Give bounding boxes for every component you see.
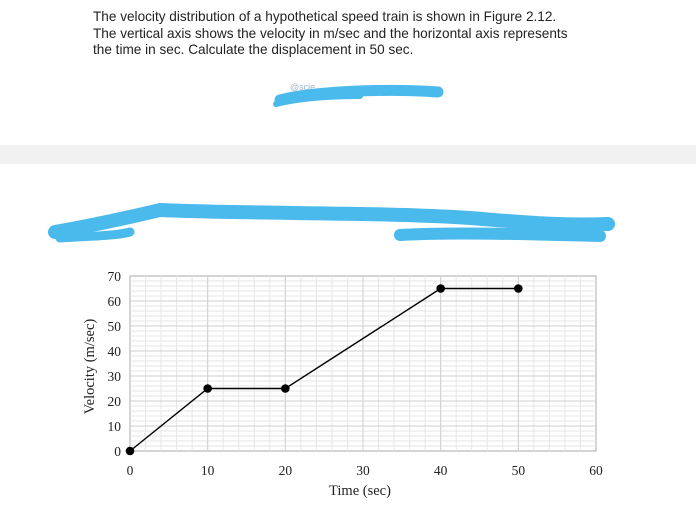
x-tick-label: 40: [434, 463, 448, 478]
separator-band: [0, 145, 696, 164]
y-tick-label: 30: [108, 369, 122, 384]
x-tick-label: 30: [356, 463, 370, 478]
redaction-mark-bottom: ics: [48, 202, 615, 243]
y-tick-label: 60: [108, 294, 122, 309]
data-point: [281, 384, 290, 393]
y-axis-label: Velocity (m/sec): [82, 319, 98, 415]
x-tick-label: 0: [127, 463, 134, 478]
y-tick-label: 70: [108, 269, 122, 284]
data-point: [125, 446, 135, 456]
x-tick-labels: 0 10 20 30 40 50 60: [127, 463, 603, 478]
redaction-fragment-top: @scie: [290, 82, 315, 92]
series-layer: [125, 284, 523, 456]
question-line-3: the time in sec. Calculate the displacem…: [93, 42, 414, 57]
y-tick-label: 0: [114, 444, 121, 459]
y-tick-labels: 0 10 20 30 40 50 60 70: [108, 269, 122, 459]
data-point: [514, 284, 523, 293]
data-point: [203, 384, 212, 393]
x-tick-label: 20: [279, 463, 293, 478]
x-tick-label: 50: [512, 463, 526, 478]
y-tick-label: 20: [108, 394, 122, 409]
x-tick-label: 60: [589, 463, 603, 478]
y-tick-label: 50: [108, 319, 122, 334]
data-point: [436, 284, 445, 293]
question-line-1: The velocity distribution of a hypotheti…: [93, 9, 557, 24]
grid-major: [130, 276, 596, 451]
question-line-2: The vertical axis shows the velocity in …: [93, 25, 568, 41]
redaction-mark-top: @scie: [273, 82, 444, 107]
y-tick-label: 10: [108, 419, 122, 434]
question-text: The velocity distribution of a hypotheti…: [93, 9, 633, 59]
plot-area: 0 10 20 30 40 50 60 0 10 20 30 40 50 60 70: [108, 269, 604, 478]
x-axis-label: Time (sec): [329, 483, 391, 499]
y-tick-label: 40: [108, 344, 122, 359]
x-tick-label: 10: [201, 463, 215, 478]
